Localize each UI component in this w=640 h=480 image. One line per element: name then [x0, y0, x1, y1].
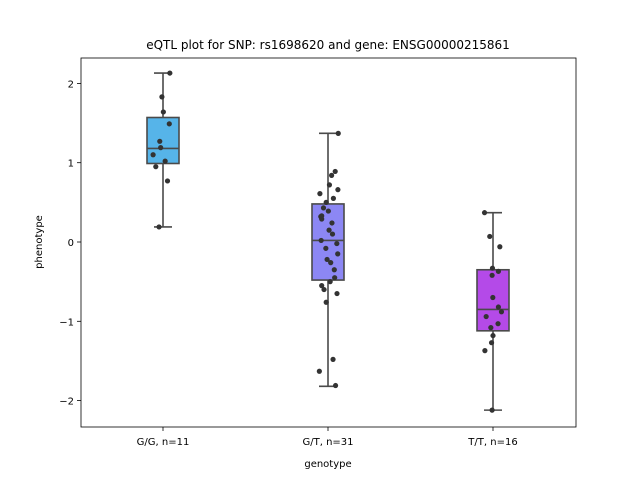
data-point-0-4 — [157, 138, 163, 144]
data-point-1-20 — [328, 260, 334, 266]
data-point-2-14 — [482, 348, 488, 354]
data-point-0-10 — [156, 224, 162, 230]
data-point-1-9 — [325, 208, 331, 214]
data-point-2-4 — [495, 268, 501, 274]
data-point-2-9 — [483, 313, 489, 320]
y-axis: 2 1 0 −1 −2 — [59, 79, 81, 408]
data-point-2-12 — [490, 332, 496, 339]
x-tick-label-1: G/T, n=31 — [302, 437, 353, 448]
data-point-1-14 — [329, 231, 336, 237]
data-point-2-6 — [490, 294, 496, 301]
data-point-1-25 — [321, 286, 327, 293]
data-point-1-29 — [316, 368, 322, 374]
data-point-extra-1-0 — [319, 213, 325, 219]
data-point-2-5 — [489, 272, 495, 278]
data-point-2-2 — [497, 244, 503, 250]
data-point-1-1 — [332, 168, 338, 175]
data-point-0-5 — [158, 145, 164, 151]
points-layer — [150, 70, 505, 413]
data-point-1-23 — [327, 279, 333, 285]
plot-area-frame — [80, 57, 577, 428]
data-point-0-2 — [160, 109, 166, 115]
box-2 — [476, 268, 510, 332]
y-axis-label: phenotype — [34, 215, 45, 269]
data-point-1-13 — [326, 227, 332, 233]
data-point-1-19 — [324, 256, 330, 263]
data-point-1-8 — [320, 205, 327, 211]
x-tick-label-0: G/G, n=11 — [137, 437, 190, 448]
x-tick-label-2: T/T, n=16 — [467, 437, 517, 448]
data-point-0-7 — [162, 158, 168, 164]
box-1 — [311, 203, 345, 281]
data-point-0-0 — [167, 70, 173, 76]
y-tick-label-4: −2 — [59, 397, 74, 408]
data-point-1-26 — [334, 290, 340, 297]
data-point-1-16 — [334, 240, 340, 247]
data-point-2-11 — [488, 325, 494, 331]
data-point-2-13 — [488, 340, 495, 346]
data-point-1-28 — [330, 356, 336, 362]
y-tick-label-3: −1 — [59, 317, 74, 328]
chart-title: eQTL plot for SNP: rs1698620 and gene: E… — [146, 38, 510, 52]
data-point-1-27 — [323, 299, 329, 305]
data-point-1-2 — [329, 172, 335, 178]
data-point-1-30 — [332, 382, 339, 389]
data-point-1-12 — [329, 220, 335, 226]
data-point-2-10 — [495, 321, 501, 327]
data-point-1-3 — [326, 182, 333, 188]
y-tick-label-1: 1 — [68, 159, 74, 170]
data-point-1-7 — [323, 199, 329, 205]
data-point-1-21 — [331, 267, 337, 273]
data-point-0-6 — [150, 152, 156, 158]
data-point-0-3 — [166, 121, 172, 127]
data-point-2-7 — [495, 304, 501, 310]
data-point-2-8 — [498, 309, 505, 315]
data-point-1-18 — [335, 251, 341, 257]
x-axis: G/G, n=11 G/T, n=31 T/T, n=16 — [137, 427, 518, 448]
y-tick-label-2: 0 — [68, 238, 74, 249]
data-point-0-8 — [153, 164, 159, 170]
data-point-1-5 — [317, 191, 323, 197]
data-point-2-0 — [481, 210, 488, 216]
data-point-1-0 — [335, 130, 341, 136]
data-point-0-9 — [164, 178, 171, 184]
data-point-1-22 — [332, 275, 338, 281]
data-point-1-4 — [335, 187, 341, 193]
x-axis-label: genotype — [304, 459, 351, 470]
data-point-1-6 — [330, 195, 336, 201]
data-point-2-15 — [489, 407, 495, 413]
y-tick-label-0: 2 — [68, 79, 74, 90]
data-point-0-1 — [159, 94, 165, 100]
data-point-1-15 — [318, 237, 324, 244]
data-point-2-3 — [489, 265, 496, 271]
data-point-2-1 — [487, 233, 493, 240]
data-point-1-24 — [319, 283, 325, 289]
data-point-1-17 — [323, 245, 329, 251]
